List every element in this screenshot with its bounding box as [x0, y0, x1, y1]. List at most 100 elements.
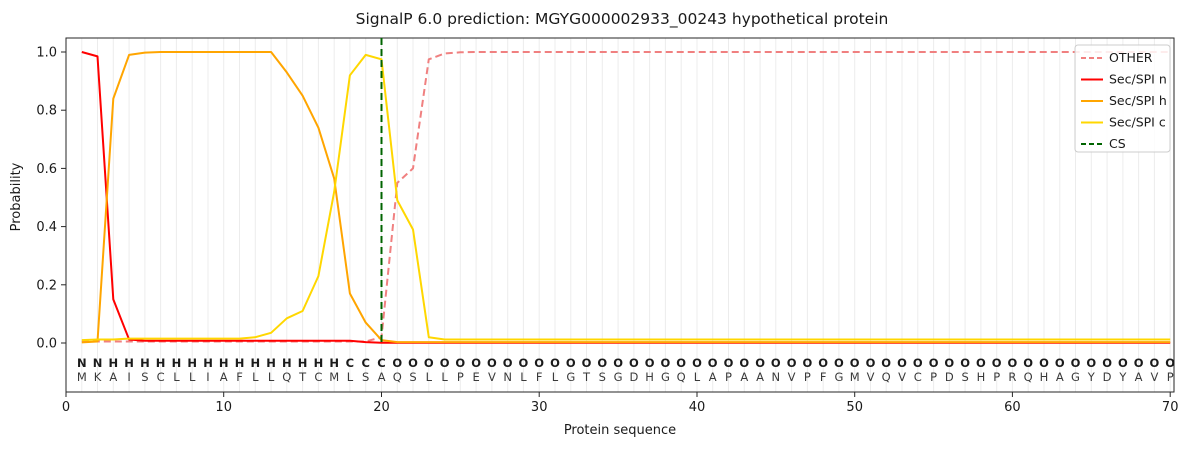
- residue-letter: V: [488, 370, 496, 384]
- region-label: H: [266, 356, 276, 370]
- residue-letter: T: [298, 370, 307, 384]
- region-label: O: [724, 356, 734, 370]
- residue-letter: K: [94, 370, 102, 384]
- region-label: O: [708, 356, 718, 370]
- residue-letter: Q: [393, 370, 402, 384]
- residue-letter: G: [1071, 370, 1080, 384]
- region-label: O: [503, 356, 513, 370]
- x-tick-label: 20: [373, 400, 390, 415]
- region-label: O: [913, 356, 923, 370]
- axis-ticks: 0 10 20 30 40 50 60 70 0.0 0.2 0.4 0.6 0.8 1.0: [36, 46, 1178, 416]
- residue-letter: C: [914, 370, 922, 384]
- legend-label-other: OTHER: [1109, 50, 1153, 65]
- y-tick-label: 0.6: [36, 162, 57, 177]
- probability-curves: [81, 38, 1171, 344]
- x-tick-label: 50: [846, 400, 863, 415]
- region-label: C: [346, 356, 354, 370]
- region-label: O: [1165, 356, 1175, 370]
- region-label: H: [140, 356, 150, 370]
- region-label: O: [1023, 356, 1033, 370]
- residue-letter: L: [189, 370, 196, 384]
- region-label: O: [661, 356, 671, 370]
- legend-label-sec-spi-c: Sec/SPI c: [1109, 115, 1166, 130]
- residue-letter: Q: [1024, 370, 1033, 384]
- region-label: H: [314, 356, 324, 370]
- residue-letter: F: [536, 370, 543, 384]
- region-label: O: [566, 356, 576, 370]
- residue-letter: H: [1040, 370, 1049, 384]
- legend-label-cs: CS: [1109, 136, 1126, 151]
- region-label: O: [929, 356, 939, 370]
- region-label: O: [1086, 356, 1096, 370]
- residue-letter: V: [788, 370, 796, 384]
- legend-item-cs: CS: [1081, 136, 1126, 151]
- region-label: O: [1008, 356, 1018, 370]
- residue-letter: S: [599, 370, 606, 384]
- curve-sec-spi-n: [81, 51, 1171, 344]
- residue-letter: Y: [1118, 370, 1127, 384]
- residue-letter: S: [409, 370, 416, 384]
- region-label: H: [329, 356, 339, 370]
- y-tick-label: 1.0: [36, 46, 57, 61]
- region-label: H: [156, 356, 166, 370]
- residue-letter: D: [629, 370, 638, 384]
- residue-letter: P: [930, 370, 937, 384]
- residue-letter: G: [661, 370, 670, 384]
- region-label: O: [1102, 356, 1112, 370]
- region-label: O: [818, 356, 828, 370]
- region-label: O: [976, 356, 986, 370]
- region-label: H: [108, 356, 118, 370]
- region-label: N: [93, 356, 103, 370]
- residue-letter: L: [552, 370, 559, 384]
- region-label: O: [1134, 356, 1144, 370]
- region-label: O: [582, 356, 592, 370]
- residue-letter: L: [441, 370, 448, 384]
- residue-letter: G: [566, 370, 575, 384]
- plot-frame: [65, 37, 1175, 393]
- residue-letter: Y: [1087, 370, 1096, 384]
- x-tick-label: 30: [531, 400, 548, 415]
- residue-letter: L: [520, 370, 527, 384]
- residue-letter: P: [725, 370, 732, 384]
- region-label: H: [124, 356, 134, 370]
- region-label: O: [866, 356, 876, 370]
- region-label: O: [440, 356, 450, 370]
- region-label: O: [645, 356, 655, 370]
- y-tick-label: 0.8: [36, 104, 57, 119]
- residue-letter: N: [503, 370, 512, 384]
- legend-item-sec-spi-n: Sec/SPI n: [1081, 72, 1167, 87]
- region-label: O: [1071, 356, 1081, 370]
- region-label: O: [834, 356, 844, 370]
- residue-letter: D: [945, 370, 954, 384]
- region-label: O: [534, 356, 544, 370]
- x-tick-label: 60: [1004, 400, 1021, 415]
- residue-letter: L: [268, 370, 275, 384]
- region-label: O: [519, 356, 529, 370]
- region-label: H: [187, 356, 197, 370]
- residue-letter: E: [472, 370, 479, 384]
- y-tick-label: 0.4: [36, 220, 57, 235]
- legend-box: [1074, 44, 1171, 153]
- region-label: O: [424, 356, 434, 370]
- region-label: O: [613, 356, 623, 370]
- legend-label-sec-spi-h: Sec/SPI h: [1109, 93, 1167, 108]
- region-label: N: [77, 356, 87, 370]
- residue-letter: P: [993, 370, 1000, 384]
- residue-letter: M: [329, 370, 339, 384]
- region-label: O: [408, 356, 418, 370]
- residue-letter: A: [1056, 370, 1064, 384]
- x-tick-label: 0: [62, 400, 70, 415]
- residue-letter: V: [898, 370, 906, 384]
- y-axis-label: Probability: [9, 162, 24, 231]
- legend-item-other: OTHER: [1081, 50, 1153, 65]
- residue-letter: S: [362, 370, 369, 384]
- curve-sec-spi-c: [81, 53, 1171, 342]
- residue-letter: A: [740, 370, 748, 384]
- region-label: H: [172, 356, 182, 370]
- residue-letter: P: [1167, 370, 1174, 384]
- residue-letter: A: [1135, 370, 1143, 384]
- region-label: O: [392, 356, 402, 370]
- region-label: O: [897, 356, 907, 370]
- chart-title: SignalP 6.0 prediction: MGYG000002933_00…: [356, 10, 889, 29]
